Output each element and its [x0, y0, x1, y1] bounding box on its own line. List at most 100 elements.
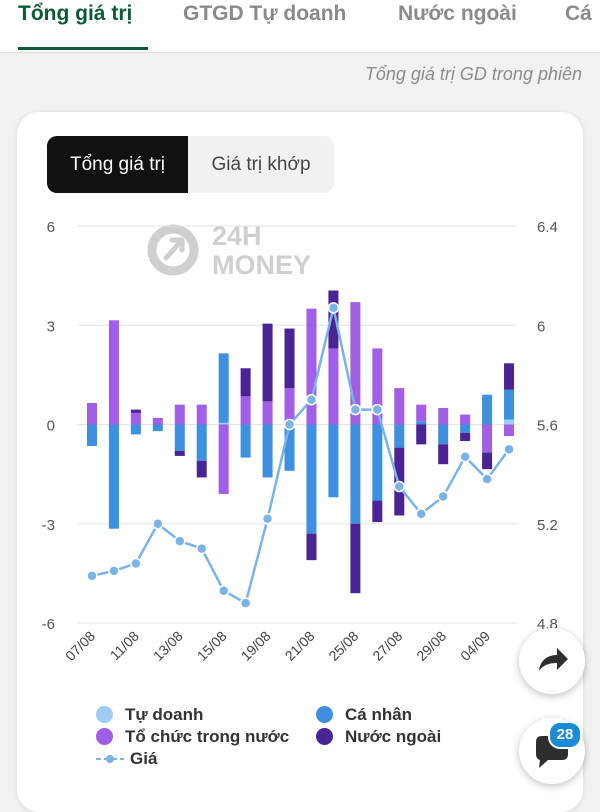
legend-item-nuoc-ngoai[interactable]: Nước ngoài	[316, 726, 441, 748]
bar-tổ-chức-trong-nước[interactable]	[108, 320, 119, 425]
legend-label-tu-doanh: Tự doanh	[125, 705, 204, 724]
price-point[interactable]	[437, 490, 449, 503]
price-point[interactable]	[371, 403, 384, 416]
bar-tổ-chức-trong-nước[interactable]	[350, 302, 361, 425]
bar-cá-nhân[interactable]	[262, 424, 273, 478]
bar-cá-nhân[interactable]	[460, 424, 471, 433]
bar-tự-doanh[interactable]	[218, 422, 229, 425]
bar-cá-nhân[interactable]	[438, 424, 449, 445]
bar-cá-nhân[interactable]	[284, 424, 295, 471]
bar-tổ-chức-trong-nước[interactable]	[460, 414, 471, 425]
price-point[interactable]	[239, 597, 252, 609]
bar-nước-ngoài[interactable]	[416, 424, 427, 445]
bar-tổ-chức-trong-nước[interactable]	[262, 401, 273, 425]
bar-cá-nhân[interactable]	[152, 424, 163, 432]
watermark-arrow-icon	[163, 237, 185, 261]
price-point[interactable]	[195, 542, 208, 555]
bar-nước-ngoài[interactable]	[438, 444, 449, 465]
bar-nước-ngoài[interactable]	[328, 290, 339, 349]
bar-tổ-chức-trong-nước[interactable]	[416, 404, 427, 422]
bar-tổ-chức-trong-nước[interactable]	[152, 417, 163, 425]
bar-tổ-chức-trong-nước[interactable]	[306, 308, 317, 425]
price-point[interactable]	[108, 565, 120, 577]
bar-cá-nhân[interactable]	[372, 424, 383, 501]
price-point[interactable]	[305, 393, 318, 406]
bar-nước-ngoài[interactable]	[284, 328, 295, 389]
watermark: 24H MONEY	[147, 221, 311, 280]
bar-tổ-chức-trong-nước[interactable]	[482, 424, 493, 453]
toggle-gia-tri-khop[interactable]: Giá trị khớp	[211, 154, 311, 175]
bar-tổ-chức-trong-nước[interactable]	[86, 402, 97, 425]
bar-tổ-chức-trong-nước[interactable]	[504, 424, 515, 437]
bar-cá-nhân[interactable]	[130, 424, 141, 435]
bar-cá-nhân[interactable]	[482, 394, 493, 425]
tab-gtgd-tu-doanh[interactable]: GTGD Tự doanh	[183, 2, 347, 25]
share-button[interactable]	[519, 628, 585, 694]
bar-cá-nhân[interactable]	[218, 353, 229, 423]
bar-tổ-chức-trong-nước[interactable]	[394, 388, 405, 425]
bar-cá-nhân[interactable]	[306, 424, 317, 534]
toggle-tong-gia-tri[interactable]: Tổng giá trị	[47, 136, 188, 193]
price-point[interactable]	[86, 570, 98, 582]
bar-nước-ngoài[interactable]	[240, 368, 251, 397]
price-point[interactable]	[152, 518, 164, 530]
legend-item-tu-doanh[interactable]: Tự doanh	[96, 704, 203, 726]
price-point[interactable]	[459, 451, 471, 463]
bar-tổ-chức-trong-nước[interactable]	[240, 396, 251, 425]
bar-nước-ngoài[interactable]	[460, 432, 471, 442]
legend-item-to-chuc-trong-nuoc[interactable]: Tổ chức trong nước	[96, 726, 289, 748]
bar-nước-ngoài[interactable]	[262, 323, 273, 402]
bar-tổ-chức-trong-nước[interactable]	[218, 424, 229, 494]
bar-tổ-chức-trong-nước[interactable]	[130, 412, 141, 425]
bar-nước-ngoài[interactable]	[306, 533, 317, 561]
price-point[interactable]	[415, 508, 427, 520]
bar-tổ-chức-trong-nước[interactable]	[284, 388, 295, 425]
tab-tong-gia-tri[interactable]: Tổng giá trị	[18, 2, 133, 25]
active-tab-indicator	[18, 47, 148, 50]
bar-cá-nhân[interactable]	[240, 424, 251, 458]
price-point[interactable]	[503, 443, 515, 456]
legend-item-gia[interactable]: Giá	[96, 748, 157, 770]
bar-nước-ngoài[interactable]	[174, 450, 185, 456]
price-point[interactable]	[349, 403, 362, 416]
bar-tổ-chức-trong-nước[interactable]	[328, 348, 339, 425]
bar-cá-nhân[interactable]	[86, 424, 97, 447]
price-point[interactable]	[481, 473, 493, 485]
x-axis-tick-label: 29/08	[413, 628, 449, 664]
bar-nước-ngoài[interactable]	[350, 523, 361, 594]
bar-cá-nhân[interactable]	[196, 424, 207, 461]
right-axis-tick-label: 5.2	[537, 517, 558, 534]
price-point[interactable]	[327, 302, 340, 314]
bar-cá-nhân[interactable]	[394, 424, 405, 448]
bar-tổ-chức-trong-nước[interactable]	[174, 404, 185, 425]
price-point[interactable]	[393, 480, 406, 493]
value-type-toggle: Tổng giá trị Giá trị khớp	[47, 136, 334, 193]
bar-cá-nhân[interactable]	[328, 424, 339, 498]
bar-tổ-chức-trong-nước[interactable]	[196, 404, 207, 425]
legend-label-nuoc-ngoai: Nước ngoài	[345, 727, 442, 746]
tab-nuoc-ngoai[interactable]: Nước ngoài	[398, 2, 517, 25]
watermark-text-money: MONEY	[212, 250, 311, 280]
price-point[interactable]	[283, 418, 296, 431]
bar-tổ-chức-trong-nước[interactable]	[438, 407, 449, 425]
legend-item-ca-nhan[interactable]: Cá nhân	[316, 704, 412, 726]
bar-nước-ngoài[interactable]	[372, 500, 383, 523]
bar-cá-nhân[interactable]	[416, 421, 427, 425]
price-point[interactable]	[217, 584, 230, 597]
price-point[interactable]	[174, 535, 186, 547]
bar-tổ-chức-trong-nước[interactable]	[372, 348, 383, 425]
bar-nước-ngoài[interactable]	[196, 460, 207, 478]
bar-cá-nhân[interactable]	[174, 424, 185, 451]
legend-label-gia: Giá	[130, 749, 158, 768]
bar-nước-ngoài[interactable]	[130, 409, 141, 413]
bar-nước-ngoài[interactable]	[482, 452, 493, 470]
price-point[interactable]	[261, 513, 274, 525]
bar-nước-ngoài[interactable]	[504, 363, 515, 390]
legend-swatch-to-chuc	[96, 728, 113, 745]
bar-cá-nhân[interactable]	[108, 424, 119, 529]
bar-cá-nhân[interactable]	[350, 424, 361, 524]
bar-cá-nhân[interactable]	[504, 389, 515, 420]
price-point[interactable]	[130, 557, 142, 570]
tab-ca-nhan[interactable]: Cá	[565, 2, 592, 25]
bar-tự-doanh[interactable]	[504, 419, 515, 425]
